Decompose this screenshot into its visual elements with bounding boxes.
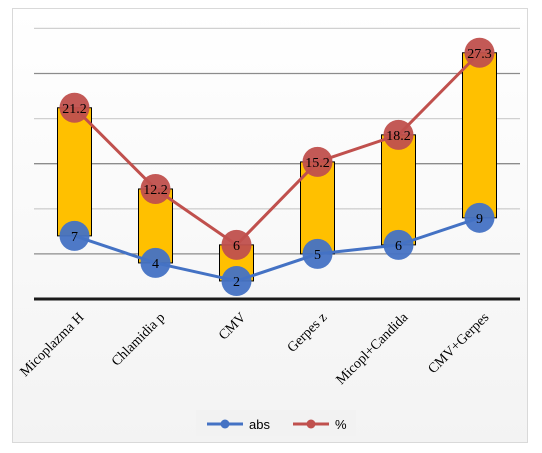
data-point-percent xyxy=(383,119,414,150)
high-low-bar xyxy=(57,107,92,237)
data-point-abs xyxy=(59,220,90,251)
series-line-percent xyxy=(73,51,481,247)
data-point-abs xyxy=(140,247,171,278)
data-label-percent: 18.2 xyxy=(386,129,411,144)
category-label: CMV xyxy=(216,310,249,343)
data-point-percent xyxy=(221,229,252,260)
data-label-abs: 9 xyxy=(476,212,483,227)
category-label: Micopl+Candida xyxy=(334,310,412,388)
data-label-percent: 21.2 xyxy=(62,102,87,117)
data-label-abs: 6 xyxy=(395,239,402,254)
data-label-abs: 2 xyxy=(233,275,240,290)
data-point-percent xyxy=(140,173,171,204)
data-point-percent xyxy=(464,37,495,68)
data-point-abs xyxy=(383,229,414,260)
data-label-percent: 27.3 xyxy=(467,47,492,62)
data-point-percent xyxy=(59,92,90,123)
data-point-abs xyxy=(221,265,252,296)
data-point-abs xyxy=(302,238,333,269)
high-low-bar xyxy=(462,52,497,219)
data-label-abs: 7 xyxy=(71,230,78,245)
data-point-percent xyxy=(302,146,333,177)
category-label: Chlamidia p xyxy=(109,310,168,369)
data-label-percent: 6 xyxy=(233,239,240,254)
series-line-abs xyxy=(74,216,480,283)
data-point-abs xyxy=(464,202,495,233)
category-label: Gerpes z xyxy=(285,310,331,356)
legend-background xyxy=(196,410,356,436)
data-label-percent: 15.2 xyxy=(305,156,330,171)
chart-frame xyxy=(12,8,528,443)
category-label: Micoplazma H xyxy=(18,310,88,380)
category-label: CMV+Gerpes xyxy=(426,310,493,377)
data-label-abs: 4 xyxy=(152,257,159,272)
data-label-abs: 5 xyxy=(314,248,321,263)
high-low-bar xyxy=(381,134,416,246)
data-label-percent: 12.2 xyxy=(143,183,168,198)
high-low-bar xyxy=(300,161,335,255)
